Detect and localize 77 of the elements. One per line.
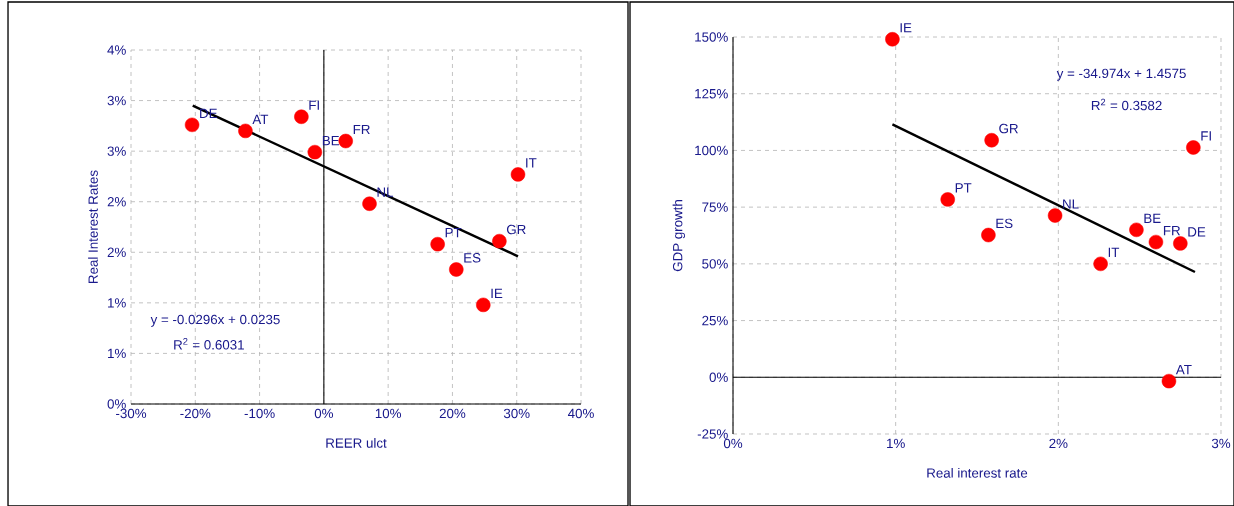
point xyxy=(184,117,200,133)
annotation: GR xyxy=(506,224,526,235)
point xyxy=(981,227,996,243)
point xyxy=(1173,236,1188,251)
point xyxy=(885,32,900,47)
annotation: AT xyxy=(1175,365,1192,375)
annotation: FR xyxy=(1163,225,1181,236)
annotation: PT xyxy=(955,183,972,193)
x-tick-label: 0% xyxy=(314,408,334,419)
y-tick-label: 25% xyxy=(702,315,728,326)
annotation: R$^{2}$ = 0.6031 xyxy=(174,338,244,350)
annotation: FI xyxy=(1201,131,1211,141)
x-tick-label: -30% xyxy=(116,408,147,419)
point xyxy=(238,123,253,139)
point xyxy=(294,109,309,124)
annotation: R$^{2}$ = 0.3582 xyxy=(1091,98,1162,111)
x-tick-label: 2% xyxy=(1049,438,1068,449)
point xyxy=(307,144,323,160)
point xyxy=(1186,140,1201,155)
x-tick-label: 1% xyxy=(887,438,905,449)
annotation: FI xyxy=(309,100,319,110)
annotation: DE xyxy=(1188,227,1206,237)
annotation: PT xyxy=(445,228,462,238)
y-tick-label: 50% xyxy=(702,259,728,269)
y-tick-label: 1% xyxy=(108,348,126,359)
annotation: ES xyxy=(996,218,1013,229)
y-tick-label: 4% xyxy=(107,45,126,55)
point xyxy=(1148,234,1164,250)
annotation: IE xyxy=(491,288,503,298)
y-axis-title: GDP growth xyxy=(672,200,686,272)
y-tick-label: 0% xyxy=(107,399,126,409)
y-tick-label: 150% xyxy=(695,32,728,42)
point xyxy=(984,133,999,148)
annotation: y = -34.974x + 1.4575 xyxy=(1056,68,1186,81)
annotation: IT xyxy=(1108,247,1120,257)
y-tick-label: 3% xyxy=(107,146,126,156)
y-tick-label: 2% xyxy=(107,247,126,257)
y-tick-label: 0% xyxy=(709,372,728,382)
y-tick-label: 75% xyxy=(702,202,728,212)
point xyxy=(430,236,445,252)
point xyxy=(338,133,353,149)
annotation: NL xyxy=(1063,199,1079,209)
x-tick-label: 20% xyxy=(439,408,466,419)
x-axis-title: Real interest rate xyxy=(927,467,1028,478)
y-tick-label: -25% xyxy=(697,429,728,439)
y-tick-label: 3% xyxy=(107,95,126,106)
x-tick-label: 40% xyxy=(567,408,594,419)
annotation: GR xyxy=(999,123,1018,134)
point xyxy=(1047,208,1063,223)
point xyxy=(1161,373,1177,389)
x-tick-label: -10% xyxy=(244,408,275,419)
y-tick-label: 2% xyxy=(107,197,126,207)
point xyxy=(940,192,955,207)
point xyxy=(1129,222,1144,238)
annotation: IT xyxy=(526,158,537,168)
x-tick-label: -20% xyxy=(180,408,211,419)
annotation: BE xyxy=(1144,213,1161,223)
point xyxy=(492,233,507,249)
point xyxy=(1093,256,1108,272)
point xyxy=(476,297,491,313)
point xyxy=(510,167,526,182)
point xyxy=(449,262,464,277)
y-axis-title: Real Interest Rates xyxy=(88,170,98,283)
x-tick-label: 10% xyxy=(375,408,402,419)
y-tick-label: 100% xyxy=(695,145,728,156)
x-tick-label: 0% xyxy=(723,438,743,449)
y-tick-label: 125% xyxy=(695,89,728,99)
annotation: ES xyxy=(464,253,481,263)
annotation: IE xyxy=(900,23,912,33)
y-tick-label: 1% xyxy=(108,298,126,308)
annotation: y = -0.0296x + 0.0235 xyxy=(150,314,280,327)
annotation: FR xyxy=(353,124,370,135)
x-axis-title: REER ulct xyxy=(326,437,387,448)
x-tick-label: 3% xyxy=(1211,438,1231,449)
x-tick-label: 30% xyxy=(503,408,530,419)
annotation: AT xyxy=(252,114,269,124)
point xyxy=(362,196,377,211)
